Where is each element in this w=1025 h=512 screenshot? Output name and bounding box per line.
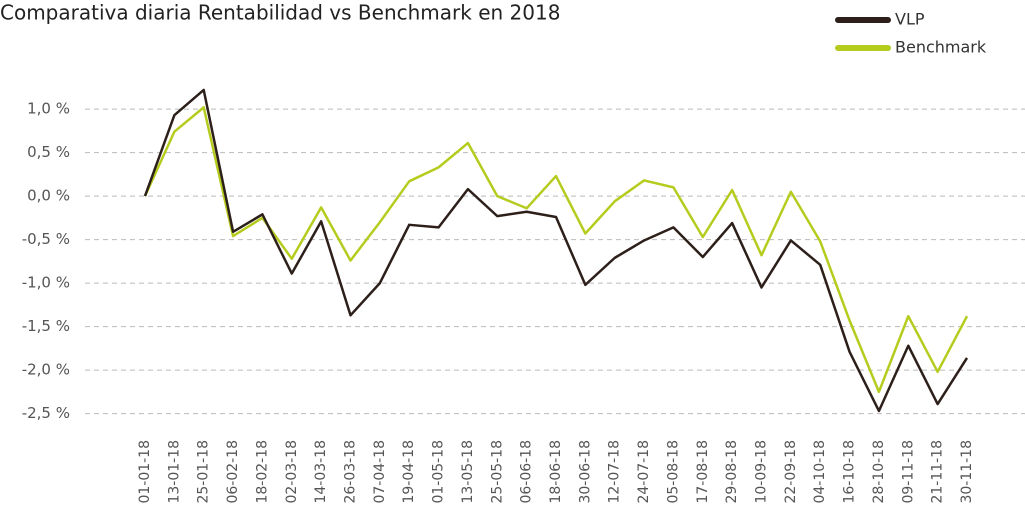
chart-title: Comparativa diaria Rentabilidad vs Bench… [0,1,560,25]
x-tick-label: 04-10-18 [812,440,828,504]
legend-label: VLP [895,10,925,29]
x-tick-label: 29-08-18 [724,440,740,504]
y-tick-label: -1,5 % [22,317,70,335]
x-tick-label: 30-11-18 [959,440,975,504]
y-tick-label: 0,5 % [27,143,70,161]
x-tick-label: 06-06-18 [519,440,535,504]
y-tick-label: -0,5 % [22,230,70,248]
legend-label: Benchmark [895,38,987,57]
x-tick-label: 17-08-18 [695,440,711,504]
x-tick-label: 16-10-18 [842,440,858,504]
x-tick-label: 14-03-18 [313,440,329,504]
y-tick-label: -2,5 % [22,404,70,422]
x-tick-label: 21-11-18 [930,440,946,504]
series-line [143,106,969,394]
x-tick-label: 12-07-18 [607,440,623,504]
x-tick-label: 13-05-18 [460,440,476,504]
y-tick-label: -1,0 % [22,274,70,292]
y-tick-label: -2,0 % [22,361,70,379]
x-tick-label: 25-05-18 [489,440,505,504]
x-tick-label: 19-04-18 [401,440,417,504]
x-tick-label: 07-04-18 [372,440,388,504]
x-tick-label: 25-01-18 [196,440,212,504]
x-tick-label: 01-05-18 [431,440,447,504]
x-tick-label: 30-06-18 [577,440,593,504]
y-tick-label: 0,0 % [27,187,70,205]
x-tick-label: 26-03-18 [343,440,359,504]
x-tick-label: 05-08-18 [665,440,681,504]
x-tick-label: 18-06-18 [548,440,564,504]
y-tick-label: 1,0 % [27,100,70,118]
x-tick-label: 02-03-18 [284,440,300,504]
x-tick-label: 22-09-18 [783,440,799,504]
x-tick-label: 10-09-18 [754,440,770,504]
x-tick-label: 06-02-18 [225,440,241,504]
x-tick-label: 24-07-18 [636,440,652,504]
x-tick-label: 01-01-18 [137,440,153,504]
series-line [143,88,969,413]
x-tick-label: 28-10-18 [871,440,887,504]
x-tick-label: 13-01-18 [166,440,182,504]
x-tick-label: 09-11-18 [900,440,916,504]
x-tick-label: 18-02-18 [254,440,270,504]
